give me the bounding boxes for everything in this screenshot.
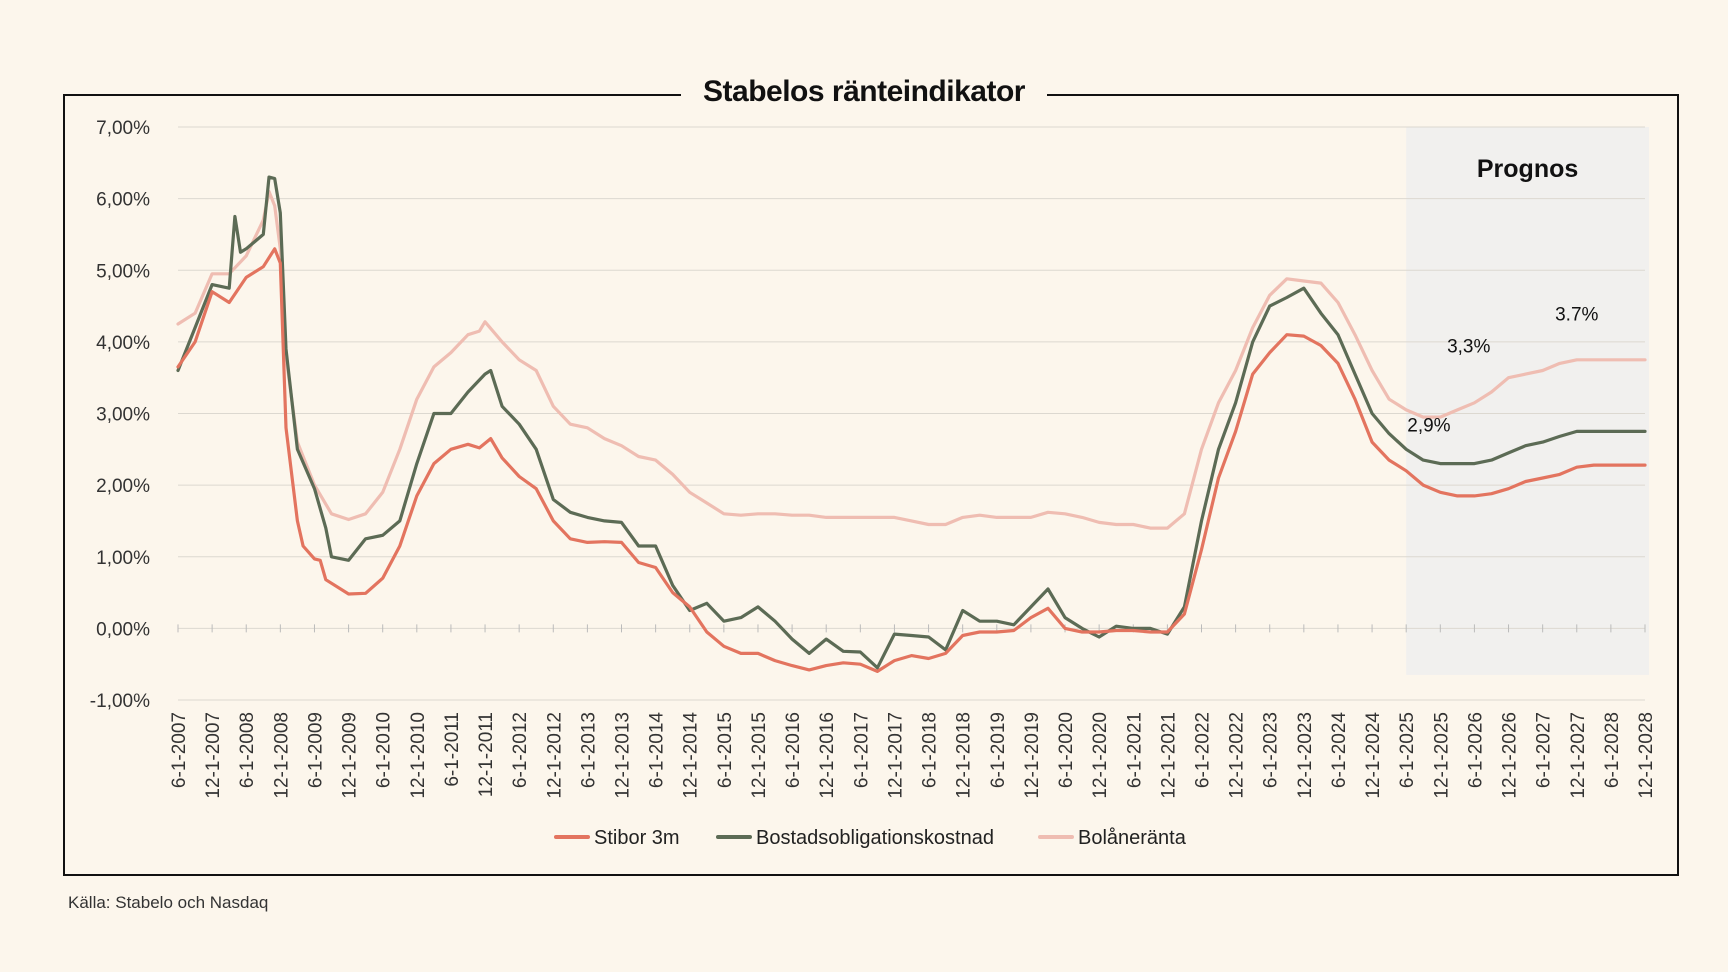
x-tick-label: 6-1-2011 xyxy=(442,712,463,787)
x-tick-label: 6-1-2027 xyxy=(1534,712,1555,788)
x-tick-label: 12-1-2019 xyxy=(1022,712,1043,799)
x-tick-label: 6-1-2028 xyxy=(1602,712,1623,788)
x-tick-label: 12-1-2011 xyxy=(476,712,497,797)
x-tick-label: 6-1-2015 xyxy=(715,712,736,788)
x-tick-label: 6-1-2018 xyxy=(920,712,941,788)
x-tick-label: 12-1-2025 xyxy=(1431,712,1452,799)
x-tick-label: 12-1-2022 xyxy=(1227,712,1248,799)
legend-label: Bostadsobligationskostnad xyxy=(756,827,994,849)
annotation-label: 3,3% xyxy=(1447,337,1490,358)
annotation-label: 3.7% xyxy=(1555,304,1598,325)
x-tick-label: 6-1-2007 xyxy=(169,712,190,788)
y-tick-label: 5,00% xyxy=(96,261,150,282)
series-line xyxy=(176,189,1647,530)
x-tick-label: 6-1-2012 xyxy=(510,712,531,788)
chart-title-wrap: Stabelos ränteindikator xyxy=(0,75,1728,109)
y-tick-label: 1,00% xyxy=(96,548,150,569)
x-tick-label: 12-1-2015 xyxy=(749,712,770,799)
forecast-label: Prognos xyxy=(1477,155,1578,183)
x-tick-label: 6-1-2016 xyxy=(783,712,804,788)
x-tick-label: 6-1-2025 xyxy=(1397,712,1418,788)
x-tick-label: 12-1-2026 xyxy=(1500,712,1521,799)
x-tick-label: 12-1-2023 xyxy=(1295,712,1316,799)
y-tick-label: 2,00% xyxy=(96,476,150,497)
x-tick-label: 12-1-2010 xyxy=(408,712,429,799)
y-tick-label: 0,00% xyxy=(96,619,150,640)
x-tick-label: 6-1-2020 xyxy=(1056,712,1077,788)
x-tick-label: 12-1-2018 xyxy=(954,712,975,799)
x-tick-label: 12-1-2020 xyxy=(1090,712,1111,799)
x-tick-label: 12-1-2012 xyxy=(544,712,565,799)
x-tick-label: 12-1-2014 xyxy=(681,712,702,799)
legend-label: Bolåneränta xyxy=(1078,827,1187,849)
x-tick-label: 12-1-2007 xyxy=(203,712,224,799)
legend-label: Stibor 3m xyxy=(594,827,680,849)
x-tick-label: 12-1-2021 xyxy=(1158,712,1179,799)
series-line xyxy=(176,247,1647,673)
y-tick-label: 3,00% xyxy=(96,405,150,426)
y-tick-label: 7,00% xyxy=(96,118,150,139)
y-tick-label: -1,00% xyxy=(90,691,150,712)
x-tick-label: 6-1-2014 xyxy=(647,712,668,788)
forecast-region xyxy=(1406,127,1649,675)
x-tick-label: 12-1-2008 xyxy=(271,712,292,799)
x-tick-label: 6-1-2019 xyxy=(988,712,1009,788)
x-tick-label: 12-1-2016 xyxy=(817,712,838,799)
series-line xyxy=(176,175,1647,670)
x-tick-label: 12-1-2009 xyxy=(340,712,361,799)
x-tick-label: 6-1-2023 xyxy=(1261,712,1282,788)
x-tick-label: 6-1-2008 xyxy=(237,712,258,788)
x-tick-label: 6-1-2021 xyxy=(1124,712,1145,788)
annotation-label: 2,9% xyxy=(1407,415,1450,436)
x-tick-label: 6-1-2024 xyxy=(1329,712,1350,788)
x-tick-label: 6-1-2013 xyxy=(578,712,599,788)
x-tick-label: 12-1-2028 xyxy=(1636,712,1657,799)
y-tick-label: 4,00% xyxy=(96,333,150,354)
x-tick-label: 6-1-2022 xyxy=(1192,712,1213,788)
x-tick-label: 12-1-2013 xyxy=(613,712,634,799)
chart-title: Stabelos ränteindikator xyxy=(681,75,1047,109)
source-note: Källa: Stabelo och Nasdaq xyxy=(68,893,269,912)
x-tick-label: 6-1-2026 xyxy=(1465,712,1486,788)
x-tick-label: 6-1-2017 xyxy=(851,712,872,788)
x-tick-label: 12-1-2017 xyxy=(885,712,906,799)
x-tick-label: 6-1-2009 xyxy=(305,712,326,788)
x-tick-label: 12-1-2027 xyxy=(1568,712,1589,799)
x-tick-label: 6-1-2010 xyxy=(374,712,395,788)
x-tick-label: 12-1-2024 xyxy=(1363,712,1384,799)
y-tick-label: 6,00% xyxy=(96,190,150,211)
